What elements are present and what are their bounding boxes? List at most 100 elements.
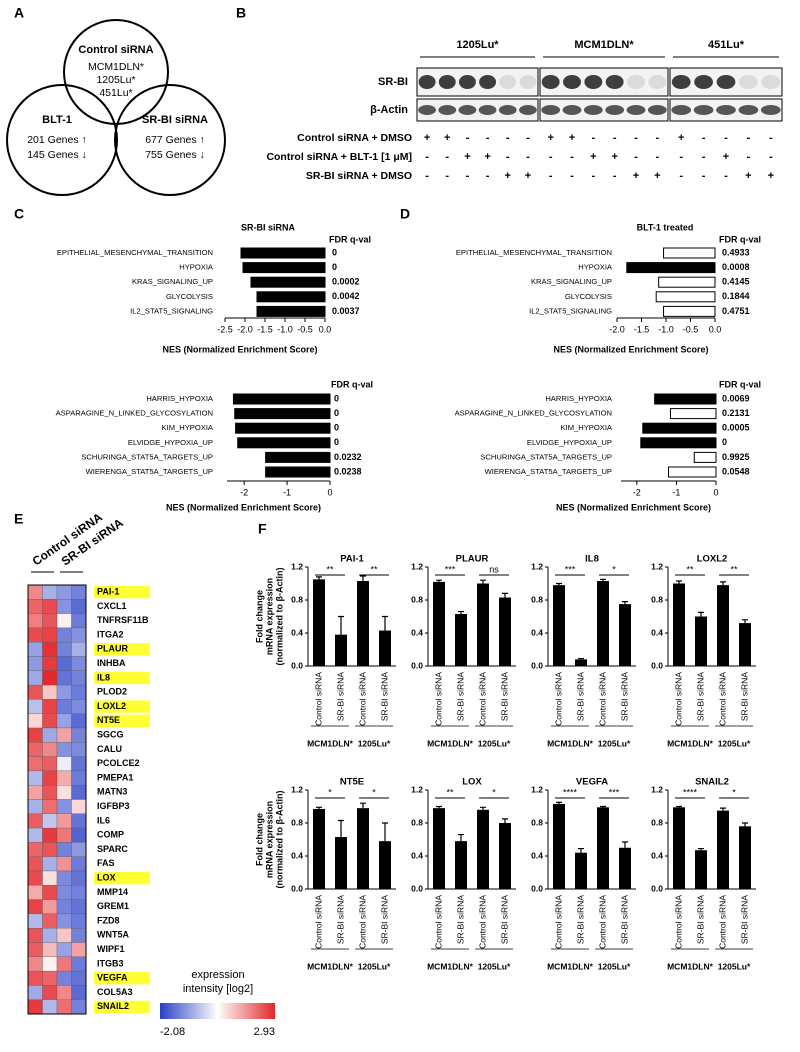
x-tick-label: -1 [283, 487, 291, 497]
condition-mark: - [486, 132, 490, 144]
category-label: Control siRNA [597, 895, 607, 949]
category-label: IL2_STAT5_SIGNALING [130, 306, 213, 315]
bar [256, 291, 326, 303]
panel-letter: C [14, 206, 24, 222]
gene-label: SPARC [97, 844, 128, 854]
condition-label: Control siRNA + BLT-1 [1 μM] [266, 151, 412, 163]
panel-letter: A [14, 5, 24, 21]
heat-cell [56, 885, 72, 900]
condition-mark: + [723, 151, 729, 163]
y-tick-label: 0.4 [651, 627, 663, 637]
heat-cell [42, 885, 58, 900]
heat-cell [56, 856, 72, 872]
heat-cell [56, 956, 72, 972]
heat-cell [27, 727, 43, 743]
category-label: SR-BI siRNA [575, 672, 585, 721]
category-label: SR-BI siRNA [499, 895, 509, 944]
bar [499, 597, 511, 666]
group-label: 1205Lu* [718, 961, 751, 971]
gene-label: GREM1 [97, 901, 129, 911]
bar [575, 659, 587, 666]
heat-cell [56, 842, 72, 857]
bar [673, 807, 685, 889]
bar [717, 585, 729, 666]
heat-cell [71, 870, 87, 886]
bar [499, 823, 511, 889]
condition-mark: + [525, 170, 531, 182]
condition-label: Control siRNA + DMSO [297, 132, 412, 144]
group-label: 1205Lu* [478, 738, 511, 748]
venn-circle [6, 84, 118, 196]
condition-mark: - [445, 151, 449, 163]
fdr-header: FDR q-val [329, 234, 371, 244]
y-tick-label: 0.0 [651, 883, 663, 893]
x-tick-label: -2.0 [609, 324, 625, 334]
gene-highlight [94, 671, 150, 685]
heat-cell [71, 642, 87, 657]
error-bar [360, 575, 366, 582]
y-tick-label: 1.2 [291, 561, 303, 571]
heat-cell [42, 785, 58, 800]
heat-cell [27, 756, 43, 772]
heat-cell [27, 642, 43, 657]
heat-cell [27, 928, 43, 943]
significance-label: ** [370, 564, 378, 574]
group-label: MCM1DLN* [667, 738, 713, 748]
group-label: MCM1DLN* [427, 738, 473, 748]
heat-cell [56, 713, 72, 729]
x-tick-label: -0.5 [683, 324, 699, 334]
group-label: 1205Lu* [598, 738, 631, 748]
category-label: EPITHELIAL_MESENCHYMAL_TRANSITION [57, 248, 213, 257]
condition-mark: - [702, 170, 706, 182]
condition-mark: - [549, 151, 553, 163]
heat-cell [56, 584, 72, 600]
bar [717, 810, 729, 889]
gene-label: CXCL1 [97, 601, 127, 611]
bar [335, 634, 347, 666]
heat-cell [42, 684, 58, 700]
bar [739, 623, 751, 666]
heat-cell [56, 727, 72, 743]
y-tick-label: 0.8 [531, 817, 543, 827]
y-tick-label: 0.0 [411, 883, 423, 893]
heat-cell [56, 985, 72, 1000]
heat-cell [71, 627, 87, 643]
x-tick-label: -2.0 [237, 324, 253, 334]
cell-line-header: 1205Lu* [456, 39, 499, 51]
error-bar [742, 822, 748, 827]
category-label: ASPARAGINE_N_LINKED_GLYCOSYLATION [56, 409, 213, 418]
gene-label: LOXL2 [97, 701, 126, 711]
bar [663, 305, 716, 317]
condition-mark: + [424, 132, 430, 144]
gene-highlight [94, 872, 150, 885]
heat-cell [56, 870, 72, 886]
category-label: Control siRNA [477, 895, 487, 949]
y-tick-label: 0.8 [651, 594, 663, 604]
fdr-value: 0 [334, 393, 339, 403]
blot-band [478, 105, 497, 115]
category-label: Control siRNA [673, 895, 683, 949]
blot-band [418, 75, 436, 89]
category-label: KRAS_SIGNALING_UP [132, 277, 213, 286]
group-label: 1205Lu* [358, 961, 391, 971]
condition-mark: - [425, 170, 429, 182]
heat-cell [71, 713, 87, 729]
bar [455, 841, 467, 889]
heat-cell [27, 856, 43, 872]
category-label: SR-BI siRNA [335, 895, 345, 944]
heat-cell [71, 799, 87, 814]
category-label: SR-BI siRNA [695, 672, 705, 721]
heat-cell [71, 742, 87, 757]
error-bar [720, 581, 726, 586]
significance-label: ** [326, 564, 334, 574]
venn-line: 677 Genes ↑ [145, 134, 205, 146]
gene-label: PLOD2 [97, 687, 127, 697]
blot-band [563, 75, 581, 89]
category-label: IL2_STAT5_SIGNALING [529, 306, 612, 315]
heat-cell [42, 956, 58, 972]
heat-cell [27, 913, 43, 929]
gene-label: FAS [97, 858, 115, 868]
category-label: HYPOXIA [179, 263, 214, 272]
bar [597, 581, 609, 666]
category-label: HARRIS_HYPOXIA [545, 394, 613, 403]
